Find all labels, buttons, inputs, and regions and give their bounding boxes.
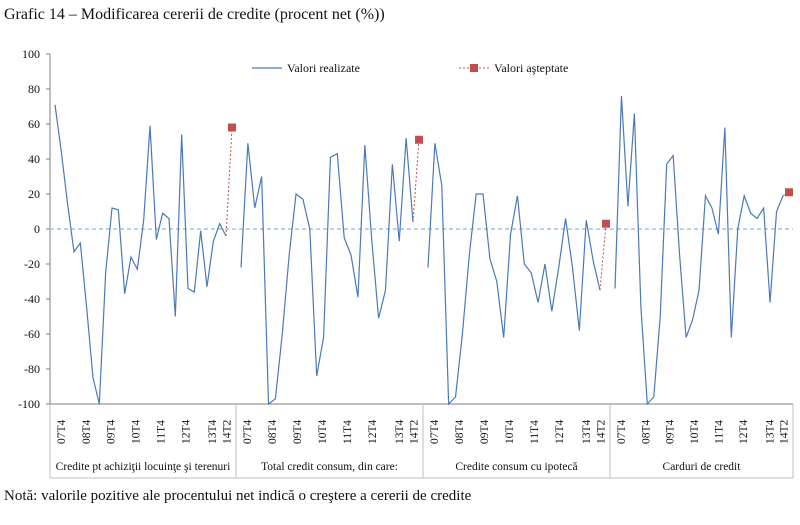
x-tick-label: 08T4 xyxy=(640,419,652,444)
x-tick-label: 09T4 xyxy=(479,419,491,444)
y-tick-label: -40 xyxy=(24,292,40,306)
series-realized-line xyxy=(54,104,227,405)
x-tick-label: 12T4 xyxy=(554,419,566,444)
x-tick-label: 08T4 xyxy=(81,419,93,444)
x-tick-label: 14T2 xyxy=(408,419,420,444)
x-tick-label: 07T4 xyxy=(429,419,441,444)
x-tick-label: 08T4 xyxy=(267,419,279,444)
x-tick-label: 10T4 xyxy=(317,419,329,444)
y-tick-label: 80 xyxy=(28,82,40,96)
x-tick-label: 11T4 xyxy=(529,420,541,444)
x-tick-label: 11T4 xyxy=(155,420,167,444)
x-tick-label: 13T4 xyxy=(207,419,219,444)
x-tick-label: 14T2 xyxy=(595,419,607,444)
x-tick-label: 10T4 xyxy=(504,419,516,444)
x-tick-label: 13T4 xyxy=(581,419,593,444)
y-tick-label: 40 xyxy=(28,152,40,166)
x-tick-label: 13T4 xyxy=(764,419,776,444)
x-tick-label: 07T4 xyxy=(242,419,254,444)
y-tick-label: 100 xyxy=(22,47,40,61)
x-tick-label: 14T2 xyxy=(779,419,791,444)
y-tick-label: -100 xyxy=(18,397,40,411)
series-expected-marker xyxy=(785,188,793,197)
y-tick-label: -60 xyxy=(24,327,40,341)
x-tick-label: 11T4 xyxy=(342,420,354,444)
x-tick-label: 14T2 xyxy=(221,419,233,444)
series-expected-connector xyxy=(412,139,420,223)
y-tick-label: 0 xyxy=(34,222,40,236)
x-tick-label: 12T4 xyxy=(180,419,192,444)
x-tick-label: 07T4 xyxy=(56,419,68,444)
group-label: Credite pt achiziţii locuinţe şi terenur… xyxy=(56,461,231,473)
x-tick-label: 07T4 xyxy=(616,419,628,444)
series-realized-line xyxy=(614,95,784,406)
series-realized-line xyxy=(427,143,601,406)
group-label: Total credit consum, din care: xyxy=(261,461,398,473)
chart-title: Grafic 14 – Modificarea cererii de credi… xyxy=(4,6,385,23)
x-tick-label: 12T4 xyxy=(367,419,379,444)
group-label: Carduri de credit xyxy=(663,461,742,473)
series-expected-marker xyxy=(415,135,423,144)
series-expected-marker xyxy=(228,123,236,132)
x-tick-label: 11T4 xyxy=(714,420,726,444)
legend-expected-swatch xyxy=(470,64,478,72)
x-tick-label: 13T4 xyxy=(394,419,406,444)
y-tick-label: -80 xyxy=(24,362,40,376)
chart-note: Notă: valorile pozitive ale procentului … xyxy=(4,488,472,504)
x-tick-label: 12T4 xyxy=(738,419,750,444)
series-realized-line xyxy=(240,137,414,406)
series-expected-connector xyxy=(599,223,607,291)
legend-expected-label: Valori aşteptate xyxy=(494,61,568,75)
legend-realized-label: Valori realizate xyxy=(287,61,360,75)
y-tick-label: -20 xyxy=(24,257,40,271)
x-tick-label: 10T4 xyxy=(689,419,701,444)
x-tick-label: 08T4 xyxy=(454,419,466,444)
x-tick-label: 09T4 xyxy=(292,419,304,444)
y-tick-label: 60 xyxy=(28,117,40,131)
series-expected-marker xyxy=(602,219,610,228)
y-tick-label: 20 xyxy=(28,187,40,201)
x-tick-label: 09T4 xyxy=(106,419,118,444)
group-label: Credite consum cu ipotecă xyxy=(455,461,577,473)
series-expected-connector xyxy=(225,127,233,237)
x-tick-label: 10T4 xyxy=(131,419,143,444)
x-tick-label: 09T4 xyxy=(665,419,677,444)
